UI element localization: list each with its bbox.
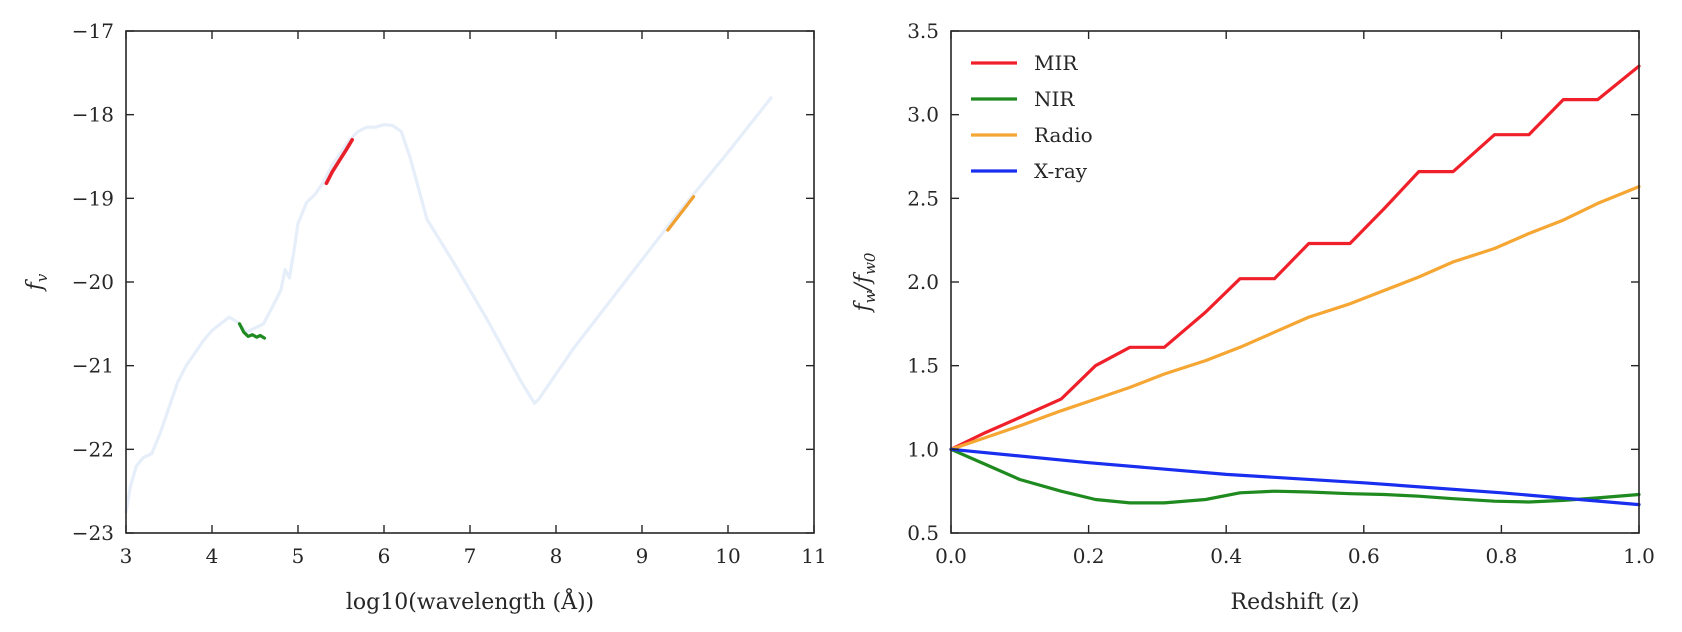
y-tick-label: 1.0 — [907, 437, 939, 461]
y-axis-label: fv — [23, 273, 51, 292]
series-line-mir — [324, 138, 355, 186]
y-tick-label: −17 — [72, 19, 114, 43]
legend-label: MIR — [1034, 51, 1078, 75]
y-tick-label: −18 — [72, 103, 114, 127]
x-tick-label: 7 — [464, 544, 477, 568]
x-tick-label: 8 — [550, 544, 563, 568]
y-axis-label-part: / — [851, 280, 876, 292]
x-tick-label: 6 — [378, 544, 391, 568]
x-tick-label: 0.6 — [1348, 544, 1380, 568]
legend-label: X-ray — [1034, 159, 1088, 183]
series-line-nir — [237, 322, 267, 340]
y-tick-label: 2.5 — [907, 186, 939, 210]
series-line-nir — [949, 447, 1641, 505]
series-line-mir — [949, 64, 1641, 451]
series-line-radio — [949, 185, 1641, 451]
y-tick-label: 3.5 — [907, 19, 939, 43]
legend: MIR NIR Radio X-ray — [971, 51, 1093, 183]
y-tick-label: 2.0 — [907, 270, 939, 294]
y-axis-label-part: w — [861, 290, 879, 303]
redshift-panel: 0.0 0.2 0.4 0.6 0.8 1.0 0.5 1.0 1.5 2.0 2.5 3.0 3.5 R… — [851, 19, 1655, 615]
series-line-sed — [124, 96, 773, 514]
y-tick-label: −22 — [72, 437, 114, 461]
x-tick-label: 11 — [801, 544, 826, 568]
x-tick-label: 0.4 — [1210, 544, 1242, 568]
legend-label: Radio — [1034, 123, 1093, 147]
y-axis-label-part: v — [33, 273, 51, 282]
y-axis-label-part: w0 — [861, 252, 879, 275]
x-tick-label: 0.8 — [1485, 544, 1517, 568]
y-tick-label: −20 — [72, 270, 114, 294]
plot-frame — [125, 30, 815, 534]
x-tick-label: 5 — [292, 544, 305, 568]
y-tick-label: 0.5 — [907, 521, 939, 545]
series-line-radio — [666, 195, 696, 232]
x-tick-label: 1.0 — [1623, 544, 1655, 568]
x-axis-label: Redshift (z) — [1231, 590, 1360, 615]
series-line-x-ray — [949, 447, 1641, 507]
y-tick-label: −21 — [72, 354, 114, 378]
x-tick-label: 10 — [715, 544, 740, 568]
sed-panel: 3 4 5 6 7 8 9 10 11 −23 −22 −21 −20 −19 −18 −17 log10(wa… — [23, 19, 827, 615]
x-tick-label: 4 — [206, 544, 219, 568]
y-tick-label: 1.5 — [907, 354, 939, 378]
x-axis-label: log10(wavelength (Å)) — [346, 587, 594, 615]
y-axis-label: fw/fw0 — [851, 252, 879, 313]
x-tick-label: 0.2 — [1073, 544, 1105, 568]
x-tick-label: 9 — [636, 544, 649, 568]
legend-label: NIR — [1034, 87, 1075, 111]
x-tick-label: 0.0 — [935, 544, 967, 568]
y-tick-label: 3.0 — [907, 103, 939, 127]
x-tick-label: 3 — [120, 544, 133, 568]
y-tick-label: −19 — [72, 186, 114, 210]
y-tick-label: −23 — [72, 521, 114, 545]
